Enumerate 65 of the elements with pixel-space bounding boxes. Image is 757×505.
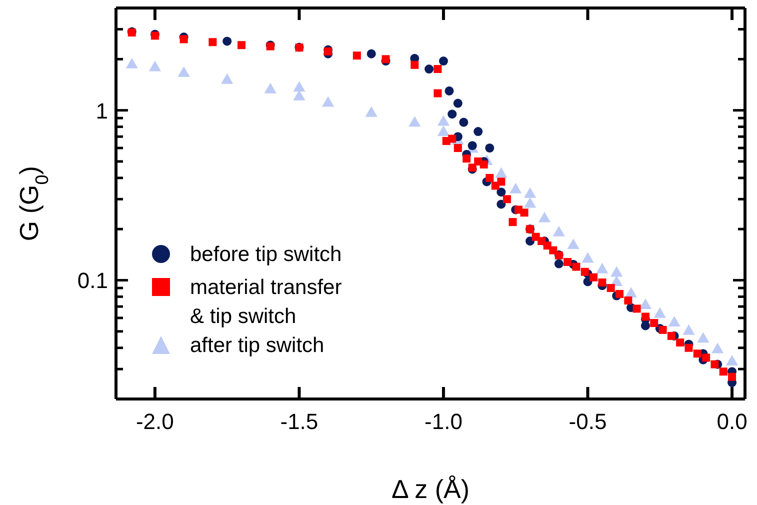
point [641,312,650,321]
y-tick-label: 1 [96,98,108,124]
point [676,338,684,347]
point [180,35,188,44]
point [222,36,232,46]
point [615,290,624,298]
point [590,273,598,282]
point [719,368,728,376]
point [434,65,442,74]
point [366,49,376,58]
point [448,110,457,119]
point [549,246,558,254]
point [410,60,419,69]
point [632,304,641,313]
point [468,141,477,150]
point [448,134,456,143]
point [496,200,506,209]
point [444,86,454,96]
point [667,332,676,340]
point [710,360,719,368]
point [624,296,632,304]
point [497,178,506,186]
point [352,52,361,60]
point [658,326,667,334]
x-tick-label: -2.0 [136,409,174,434]
x-axis-title: Δ z (Å) [391,474,470,504]
point [580,268,589,276]
point [640,321,650,330]
point [474,127,483,136]
point [693,350,702,358]
legend-label: after tip switch [190,333,326,359]
point [453,98,462,108]
point [486,174,494,182]
point [502,195,511,204]
point [454,144,462,152]
point [668,316,680,327]
point [572,262,580,271]
point [564,258,572,266]
x-tick-label: -1.0 [424,409,462,434]
point [485,143,494,153]
point [650,319,658,328]
point [598,278,606,286]
point [208,38,217,46]
point [702,354,710,362]
point [726,355,738,366]
point [684,344,693,352]
point [438,56,448,66]
x-tick-label: -0.5 [568,409,607,434]
point [434,89,442,98]
point [382,55,390,64]
point [462,154,471,163]
point [459,118,468,127]
x-tick-label: -1.5 [280,409,318,434]
point [728,372,736,381]
x-tick-label: 0.0 [716,409,748,434]
point [520,208,528,217]
point [508,218,517,226]
legend-label: before tip switch [190,242,343,268]
point [238,41,246,50]
point [480,160,488,168]
point [424,64,434,74]
y-tick-label: 0.1 [77,268,108,294]
point [606,284,615,292]
point [496,188,506,197]
point [554,259,564,268]
